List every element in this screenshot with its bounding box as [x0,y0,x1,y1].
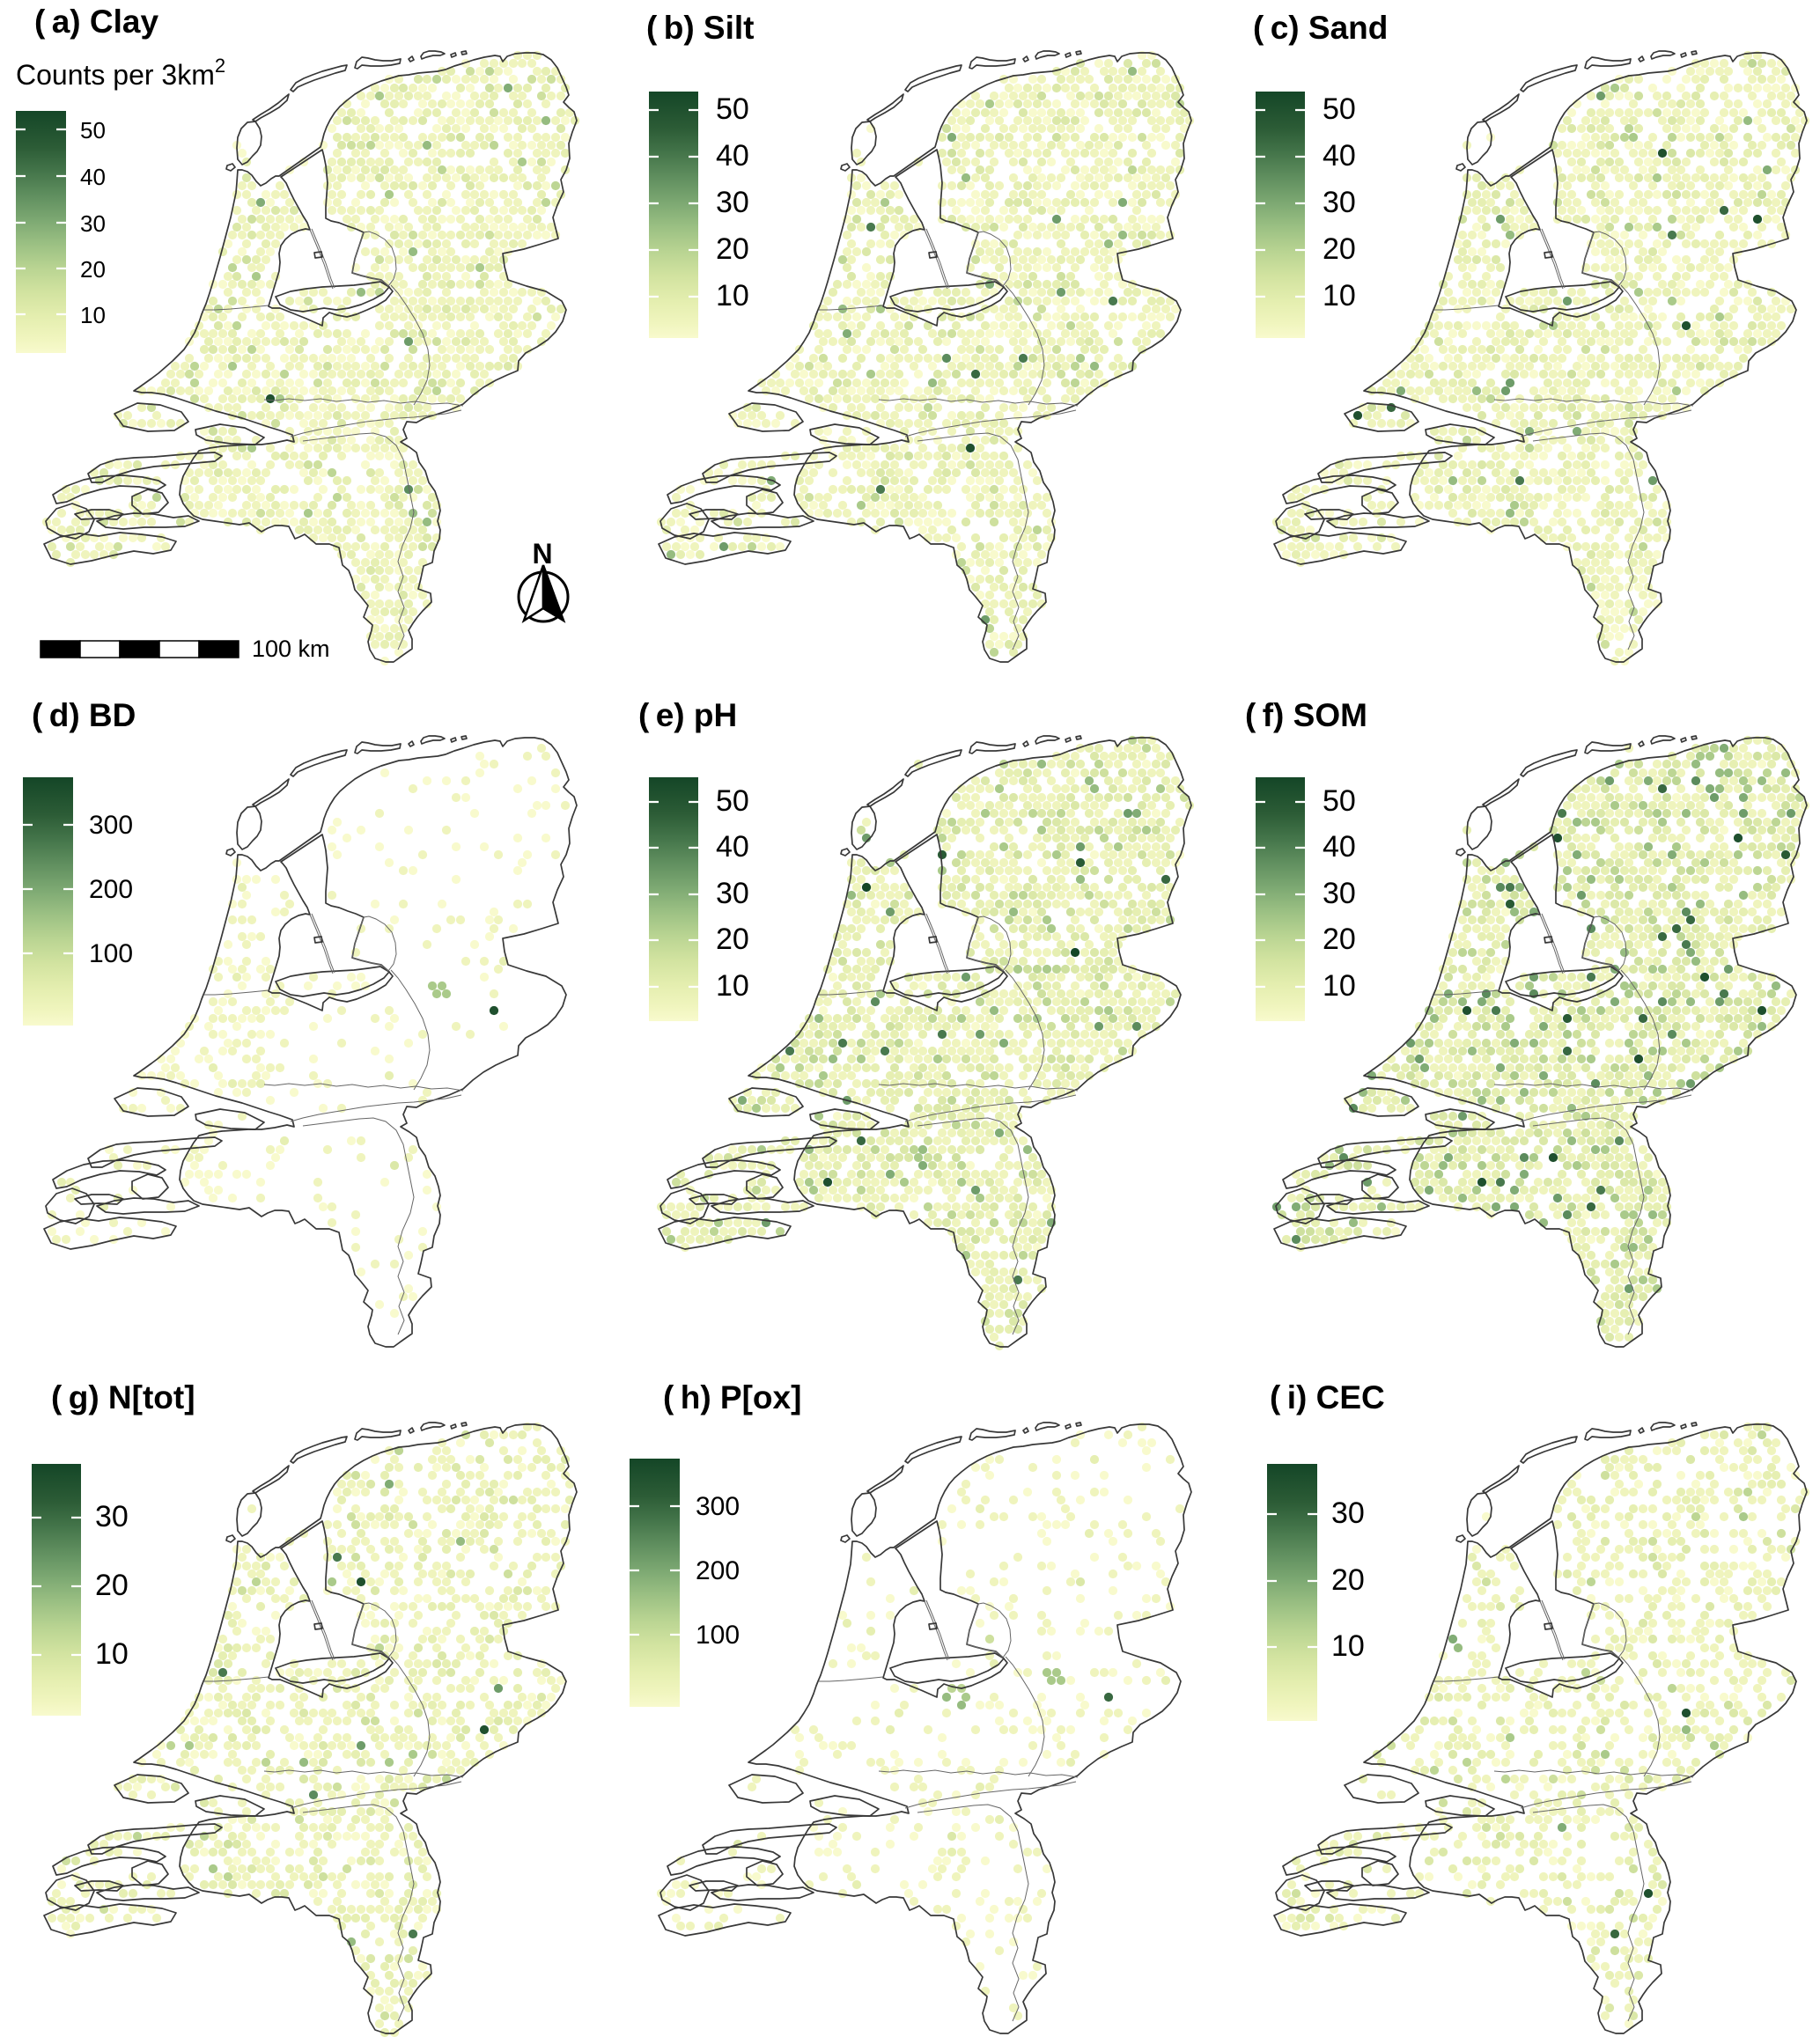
svg-text:40: 40 [1323,139,1356,173]
svg-text:( g) N[tot]: ( g) N[tot] [51,1379,195,1415]
svg-text:10: 10 [95,1637,129,1671]
svg-text:30: 30 [1323,877,1356,910]
svg-text:( b) Silt: ( b) Silt [646,10,755,46]
svg-text:20: 20 [80,256,106,283]
svg-text:10: 10 [716,279,749,312]
svg-text:( h) P[ox]: ( h) P[ox] [663,1379,801,1415]
svg-text:40: 40 [716,139,749,173]
svg-text:20: 20 [1323,232,1356,266]
svg-text:( a) Clay: ( a) Clay [34,4,158,40]
svg-text:30: 30 [1323,186,1356,219]
svg-text:10: 10 [1323,969,1356,1003]
svg-text:50: 50 [80,117,106,143]
svg-text:40: 40 [80,164,106,190]
svg-text:100: 100 [89,939,133,968]
svg-text:20: 20 [1331,1563,1365,1597]
svg-text:30: 30 [716,186,749,219]
svg-text:10: 10 [80,302,106,328]
svg-text:30: 30 [95,1500,129,1533]
svg-text:50: 50 [1323,784,1356,818]
svg-text:100 km: 100 km [252,636,330,662]
svg-text:30: 30 [1331,1496,1365,1530]
svg-text:200: 200 [89,875,133,904]
svg-text:20: 20 [95,1569,129,1602]
svg-text:( e) pH: ( e) pH [638,697,737,733]
svg-text:20: 20 [716,923,749,956]
svg-text:( i) CEC: ( i) CEC [1270,1379,1385,1415]
svg-text:30: 30 [716,877,749,910]
svg-text:50: 50 [1323,92,1356,126]
svg-text:20: 20 [716,232,749,266]
svg-text:Counts per 3km2: Counts per 3km2 [16,55,225,91]
svg-text:50: 50 [716,92,749,126]
svg-text:( d) BD: ( d) BD [32,697,136,733]
svg-text:( c) Sand: ( c) Sand [1253,10,1388,46]
svg-text:N: N [532,538,552,570]
svg-text:40: 40 [716,830,749,864]
svg-text:20: 20 [1323,923,1356,956]
svg-text:10: 10 [1331,1629,1365,1663]
svg-text:30: 30 [80,210,106,237]
svg-text:300: 300 [89,811,133,840]
svg-text:100: 100 [696,1621,740,1650]
svg-text:300: 300 [696,1492,740,1521]
svg-text:200: 200 [696,1556,740,1585]
svg-text:( f) SOM: ( f) SOM [1245,697,1367,733]
svg-text:50: 50 [716,784,749,818]
svg-text:40: 40 [1323,830,1356,864]
svg-text:10: 10 [1323,279,1356,312]
svg-text:10: 10 [716,969,749,1003]
